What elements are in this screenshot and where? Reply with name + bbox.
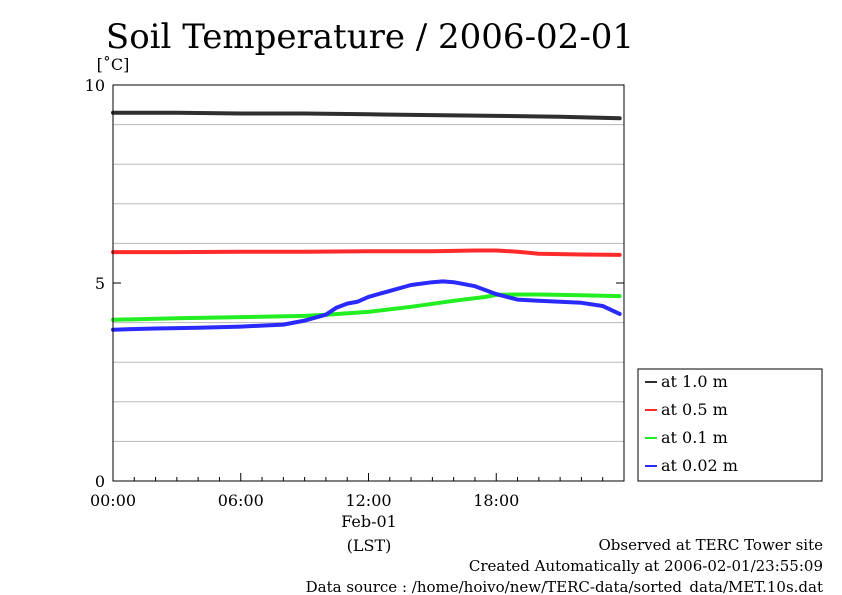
footer-created: Created Automatically at 2006-02-01/23:5…	[469, 557, 823, 575]
legend-label: at 0.5 m	[661, 400, 728, 419]
x-axis-ticks: 00:00 06:00 12:00 18:00	[90, 473, 625, 510]
legend-box	[637, 368, 823, 482]
y-tick-label: 10	[85, 76, 105, 95]
footer-source: Data source : /home/hoivo/new/TERC-data/…	[306, 578, 823, 595]
grid-lines	[113, 124, 624, 442]
y-tick-label: 0	[95, 472, 105, 491]
footer-site: Observed at TERC Tower site	[598, 536, 823, 554]
x-tick-label: 18:00	[473, 491, 519, 510]
y-axis-unit-label: [˚C]	[97, 55, 130, 74]
series-line	[111, 248, 622, 257]
legend: at 1.0 m at 0.5 m at 0.1 m at 0.02 m	[645, 372, 738, 475]
series-line	[111, 279, 622, 332]
y-axis-ticks: 0 5 10	[85, 76, 624, 491]
x-axis-date-label: Feb-01	[341, 512, 397, 531]
plot-frame	[112, 84, 625, 482]
x-axis-unit-label: (LST)	[347, 536, 392, 555]
legend-label: at 0.02 m	[661, 456, 738, 475]
x-tick-label: 06:00	[218, 491, 264, 510]
legend-label: at 0.1 m	[661, 428, 728, 447]
y-tick-label: 5	[95, 274, 105, 293]
legend-label: at 1.0 m	[661, 372, 728, 391]
chart-title: Soil Temperature / 2006-02-01	[106, 17, 634, 57]
series-lines	[111, 110, 622, 332]
x-tick-label: 00:00	[90, 491, 136, 510]
series-line	[111, 292, 622, 322]
x-tick-label: 12:00	[345, 491, 391, 510]
series-line	[111, 110, 622, 121]
